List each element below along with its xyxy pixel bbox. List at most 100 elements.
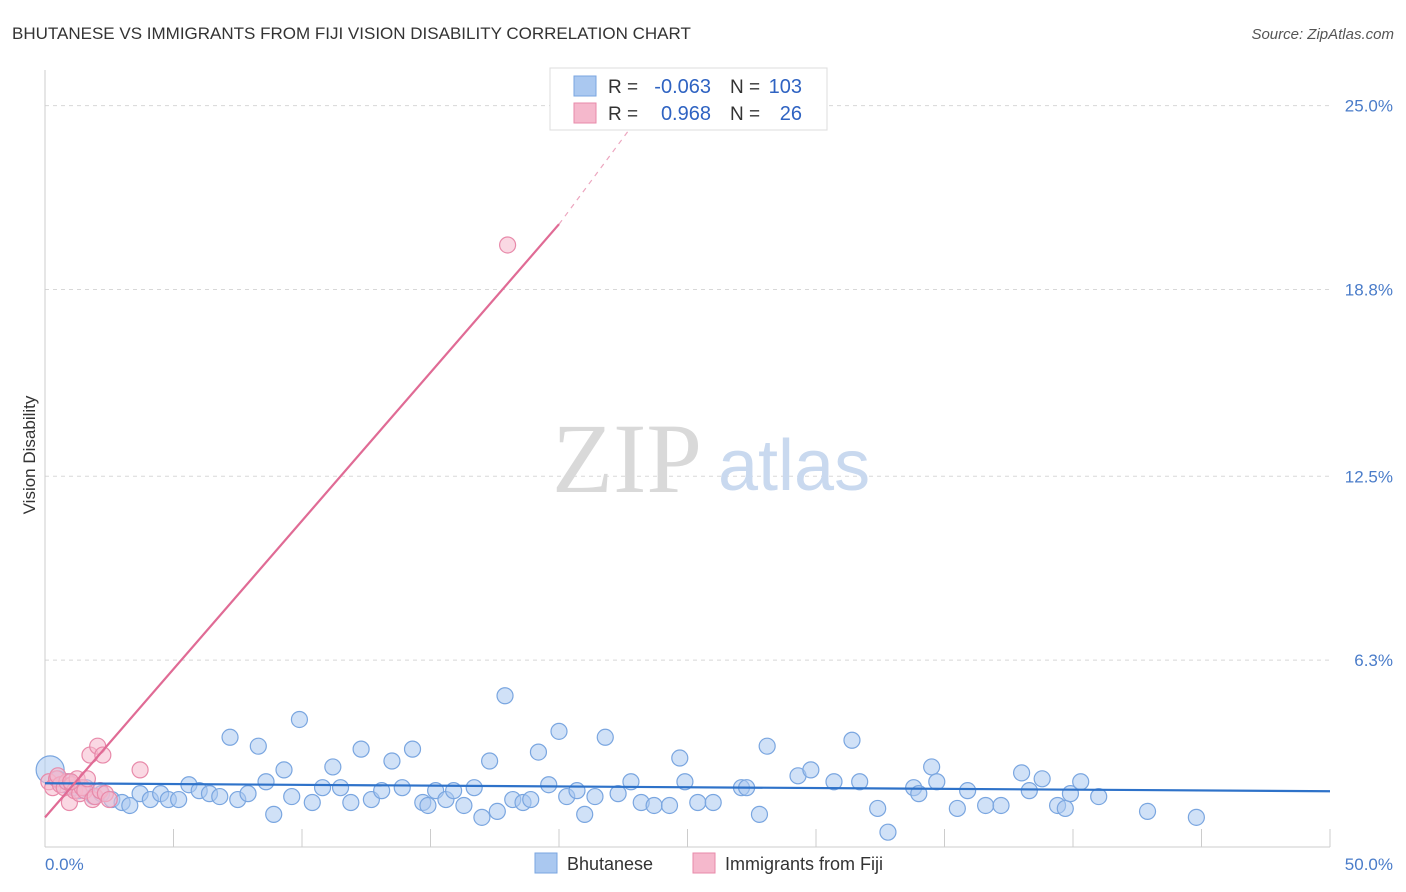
point-0-67: [660, 796, 679, 815]
legend-r-label-1: R =: [608, 77, 638, 98]
point-0-25: [257, 773, 275, 791]
point-0-77: [802, 761, 820, 779]
bottom-legend-swatch-bhutanese: [534, 852, 558, 874]
point-0-49: [481, 752, 499, 770]
point-0-85: [923, 758, 941, 776]
gridlines: [45, 105, 1330, 661]
legend-swatch-fiji: [573, 102, 597, 124]
point-0-51: [496, 687, 514, 705]
point-0-50: [488, 802, 506, 821]
trendlines: [44, 120, 1331, 819]
point-0-16: [170, 790, 188, 809]
point-0-28: [283, 787, 301, 806]
x-tick-label-max: 50.0%: [1345, 855, 1393, 874]
chart-title: BHUTANESE VS IMMIGRANTS FROM FIJI VISION…: [12, 24, 691, 43]
point-0-64: [622, 773, 640, 791]
trendline-0: [44, 782, 1331, 793]
point-0-88: [959, 782, 977, 800]
point-0-62: [596, 728, 614, 746]
point-0-47: [465, 779, 483, 797]
bottom-legend-swatch-fiji: [692, 852, 716, 874]
y-axis-label: Vision Disability: [20, 395, 39, 514]
legend-n-value-2: 26: [780, 103, 802, 125]
point-1-22: [131, 761, 149, 779]
point-0-37: [373, 782, 391, 800]
point-0-82: [879, 823, 897, 841]
point-0-78: [825, 773, 843, 791]
y-tick-label-2: 18.8%: [1345, 280, 1393, 299]
point-0-71: [704, 793, 722, 812]
series-1-points: [40, 236, 517, 812]
point-0-30: [303, 793, 321, 812]
legend-r-value-1: -0.063: [654, 76, 711, 98]
point-0-21: [221, 728, 239, 746]
watermark: ZIP atlas: [552, 403, 870, 514]
point-0-80: [851, 773, 869, 791]
point-0-63: [609, 785, 627, 803]
point-0-81: [869, 799, 887, 818]
point-0-69: [676, 773, 694, 791]
point-0-89: [977, 796, 995, 815]
watermark-zip: ZIP: [552, 403, 702, 514]
y-tick-label-0: 6.3%: [1354, 651, 1393, 670]
point-0-32: [324, 758, 342, 776]
point-1-23: [499, 236, 517, 254]
point-0-92: [1020, 782, 1038, 800]
x-tick-label-min: 0.0%: [45, 855, 84, 874]
point-0-34: [342, 793, 360, 812]
watermark-atlas: atlas: [718, 426, 870, 506]
point-0-55: [529, 743, 548, 761]
legend-box: R = -0.063 N = 103 R = 0.968 N = 26: [549, 67, 828, 131]
series-0-points: [35, 687, 1205, 841]
point-0-40: [403, 740, 422, 758]
y-tick-label-3: 25.0%: [1345, 97, 1393, 116]
y-tick-labels: 6.3% 12.5% 18.8% 25.0%: [1345, 97, 1393, 671]
point-0-57: [550, 722, 568, 740]
series-points: [35, 236, 1205, 841]
point-0-74: [750, 805, 769, 823]
point-0-100: [1187, 808, 1205, 826]
point-0-59: [568, 782, 586, 800]
point-0-20: [211, 787, 229, 806]
point-0-98: [1090, 787, 1108, 806]
chart-source: Source: ZipAtlas.com: [1251, 26, 1394, 43]
legend-r-value-2: 0.968: [661, 103, 711, 125]
point-0-60: [576, 805, 594, 823]
bottom-legend: Bhutanese Immigrants from Fiji: [534, 852, 883, 874]
point-1-19: [94, 746, 112, 764]
bottom-legend-label-fiji: Immigrants from Fiji: [725, 854, 883, 874]
point-0-38: [383, 752, 401, 770]
point-0-54: [522, 790, 540, 809]
point-0-23: [239, 785, 257, 803]
point-0-35: [352, 740, 370, 758]
point-0-68: [671, 749, 689, 767]
point-0-75: [758, 737, 776, 755]
point-0-42: [419, 796, 437, 815]
point-1-21: [100, 790, 118, 809]
x-tick-marks: [44, 829, 1331, 847]
point-0-90: [992, 796, 1010, 815]
point-0-31: [313, 779, 332, 797]
y-tick-label-1: 12.5%: [1345, 467, 1393, 486]
point-0-46: [455, 796, 473, 815]
point-0-93: [1033, 770, 1051, 788]
point-0-56: [540, 776, 558, 794]
point-0-87: [948, 799, 966, 818]
point-0-24: [249, 737, 267, 755]
point-0-86: [928, 773, 946, 791]
point-0-79: [843, 731, 861, 749]
trendline-dashed-1: [558, 120, 637, 225]
point-1-25: [62, 773, 80, 791]
legend-r-label-2: R =: [608, 104, 638, 125]
point-0-99: [1138, 802, 1157, 821]
point-0-29: [290, 710, 309, 729]
legend-n-value-1: 103: [769, 76, 802, 98]
point-0-97: [1072, 773, 1090, 791]
legend-n-label-2: N =: [730, 104, 760, 125]
legend-swatch-bhutanese: [573, 75, 597, 97]
point-0-66: [645, 796, 663, 815]
point-0-95: [1056, 799, 1074, 818]
point-0-39: [393, 779, 411, 797]
point-0-33: [331, 779, 350, 797]
